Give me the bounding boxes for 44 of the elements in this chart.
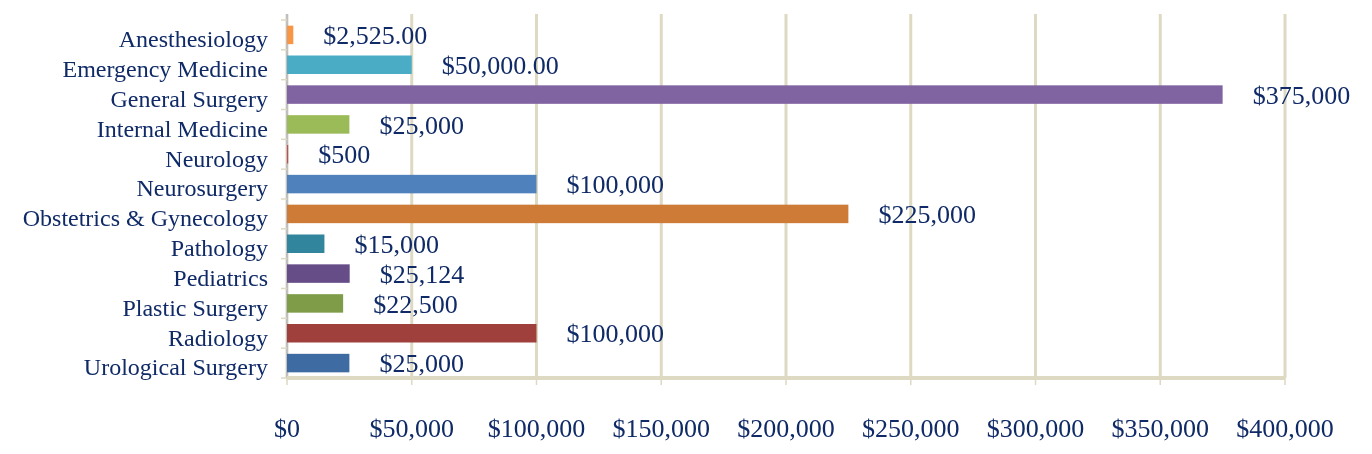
y-tick-label: Urological Surgery	[83, 354, 268, 381]
x-tick-label: $250,000	[862, 414, 960, 444]
y-tick-label: Internal Medicine	[96, 115, 268, 142]
data-label: $100,000	[566, 170, 664, 200]
bar	[287, 353, 350, 373]
bar	[287, 55, 412, 74]
y-tick-label: Pediatrics	[173, 264, 268, 291]
data-label: $22,500	[373, 289, 458, 319]
data-label: $100,000	[566, 319, 664, 349]
data-label: $50,000.00	[441, 50, 559, 80]
bar	[287, 294, 344, 313]
x-tick-label: $350,000	[1111, 414, 1209, 444]
x-tick-label: $300,000	[986, 414, 1085, 444]
y-tick-label: Pathology	[170, 235, 268, 262]
y-tick-label: Plastic Surgery	[122, 294, 268, 321]
data-label: $2,525.00	[323, 21, 428, 51]
y-tick-label: Emergency Medicine	[62, 56, 268, 83]
data-label: $15,000	[354, 229, 439, 259]
bar	[287, 115, 350, 134]
data-label: $25,124	[379, 259, 465, 289]
data-label: $375,000	[1252, 80, 1351, 110]
bar	[287, 264, 350, 283]
y-tick-label: Obstetrics & Gynecology	[22, 205, 268, 232]
data-label: $225,000	[878, 200, 976, 230]
y-tick-label: Neurosurgery	[136, 175, 268, 202]
x-tick-label: $200,000	[737, 414, 835, 444]
x-tick-label: $150,000	[612, 414, 710, 444]
data-label: $25,000	[379, 349, 464, 379]
data-label: $500	[318, 140, 371, 170]
x-tick-label: $400,000	[1236, 414, 1334, 444]
x-tick-label: $50,000	[369, 414, 454, 444]
y-tick-label: Anesthesiology	[118, 26, 268, 53]
bar	[287, 85, 1223, 104]
bar	[287, 25, 294, 45]
y-tick-label: Radiology	[168, 324, 268, 351]
bar	[287, 324, 537, 343]
data-label: $25,000	[379, 110, 464, 140]
y-tick-label: General Surgery	[110, 85, 268, 112]
x-tick-label: $0	[274, 414, 300, 444]
x-tick-label: $100,000	[487, 414, 586, 444]
bar	[287, 234, 325, 253]
y-tick-label: Neurology	[165, 145, 268, 172]
bar	[287, 204, 849, 224]
bar	[287, 174, 537, 194]
